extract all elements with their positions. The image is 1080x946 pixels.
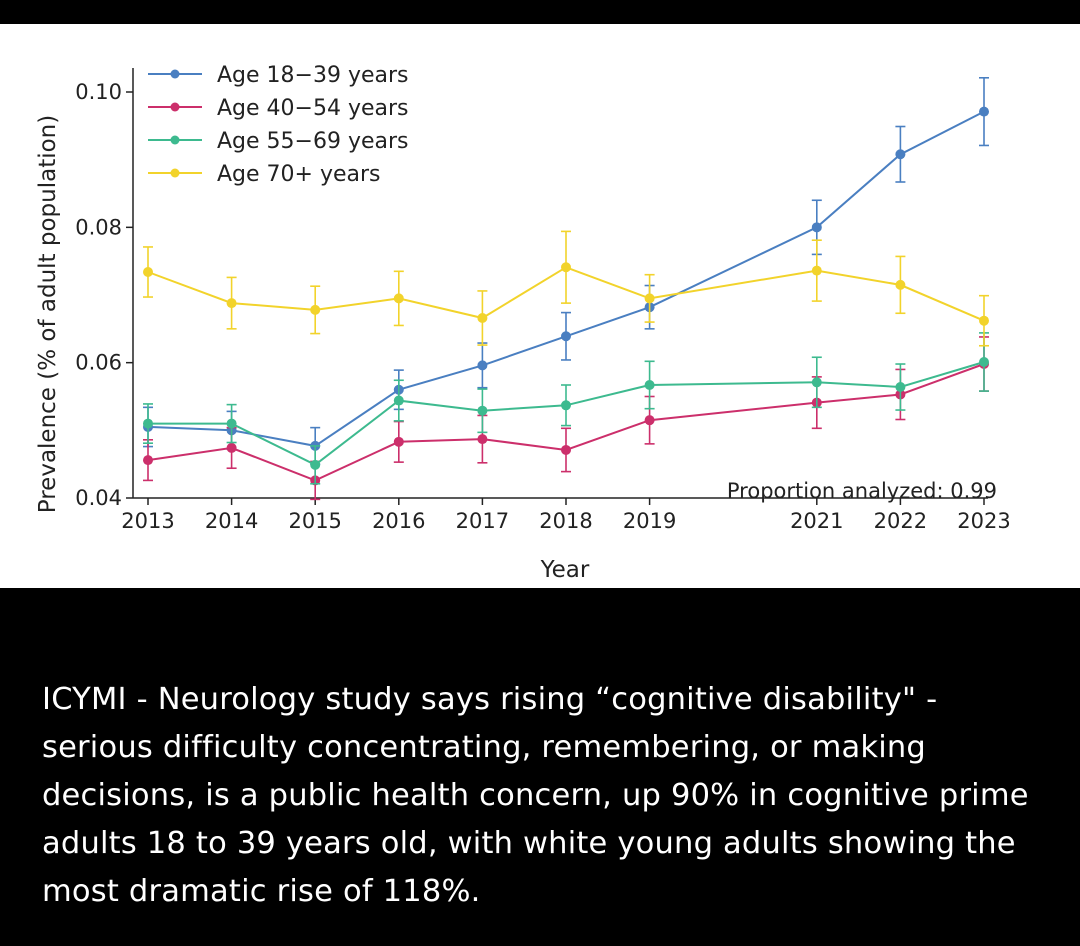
- y-tick-label: 0.04: [75, 486, 122, 510]
- data-point: [895, 279, 906, 290]
- prevalence-chart: 0.04 0.06 0.08 0.10 2013 2014 2015 2016 2017 2018…: [35, 63, 1011, 583]
- data-point: [561, 331, 571, 342]
- data-point: [561, 262, 571, 273]
- legend-label: Age 40−54 years: [217, 96, 409, 121]
- series-group: [143, 76, 989, 501]
- x-tick-label: 2016: [372, 509, 425, 533]
- data-point: [979, 315, 989, 326]
- series-4: [143, 230, 989, 347]
- axes: 0.04 0.06 0.08 0.10 2013 2014 2015 2016 2017 2018…: [75, 68, 1011, 533]
- data-point: [226, 442, 237, 453]
- y-axis-title: Prevalence (% of adult population): [35, 115, 61, 513]
- x-tick-label: 2013: [121, 509, 174, 533]
- series-line: [147, 266, 985, 322]
- data-point: [561, 444, 571, 455]
- series-line: [148, 361, 985, 466]
- series-3: [143, 332, 989, 485]
- y-tick-label: 0.10: [75, 80, 122, 104]
- x-axis-title: Year: [540, 557, 590, 583]
- data-point: [895, 149, 906, 160]
- data-point: [811, 265, 822, 276]
- x-tick-label: 2019: [623, 509, 676, 533]
- data-point: [644, 415, 655, 426]
- data-point: [644, 293, 655, 304]
- series-line: [147, 110, 985, 447]
- data-point: [477, 405, 488, 416]
- y-tick-label: 0.06: [75, 351, 122, 375]
- legend-label: Age 18−39 years: [217, 63, 409, 88]
- data-point: [310, 304, 321, 315]
- x-tick-label: 2022: [874, 509, 927, 533]
- data-point: [561, 400, 571, 411]
- data-point: [226, 298, 237, 309]
- data-point: [477, 313, 488, 324]
- data-point: [226, 418, 237, 429]
- x-tick-label: 2018: [539, 509, 592, 533]
- x-tick-label: 2015: [288, 509, 341, 533]
- legend-marker: [170, 135, 180, 145]
- data-point: [477, 434, 488, 445]
- data-point: [143, 266, 153, 277]
- chart-panel: 0.04 0.06 0.08 0.10 2013 2014 2015 2016 2017 2018…: [0, 24, 1080, 588]
- data-point: [143, 455, 153, 466]
- data-point: [143, 418, 153, 429]
- x-tick-label: 2017: [456, 509, 509, 533]
- data-point: [393, 293, 404, 304]
- legend-marker: [170, 168, 180, 178]
- data-point: [477, 360, 488, 371]
- data-point: [393, 436, 404, 447]
- data-point: [393, 395, 404, 406]
- post-caption: ICYMI - Neurology study says rising “cog…: [42, 682, 1029, 909]
- x-tick-label: 2014: [205, 509, 258, 533]
- data-point: [895, 382, 906, 393]
- data-point: [310, 459, 321, 470]
- data-point: [811, 377, 822, 388]
- legend-label: Age 55−69 years: [217, 129, 409, 154]
- legend-marker: [170, 69, 180, 79]
- data-point: [979, 106, 989, 117]
- legend: Age 18−39 years Age 40−54 years Age 55−69 …: [148, 63, 409, 187]
- data-point: [644, 379, 655, 390]
- data-point: [811, 222, 822, 233]
- chart-annotation: Proportion analyzed: 0.99: [727, 479, 997, 503]
- x-tick-label: 2023: [957, 509, 1010, 533]
- x-tick-label: 2021: [790, 509, 843, 533]
- legend-label: Age 70+ years: [217, 162, 381, 187]
- legend-marker: [170, 102, 180, 112]
- series-line: [147, 363, 985, 482]
- y-tick-label: 0.08: [75, 215, 122, 239]
- data-point: [979, 356, 989, 367]
